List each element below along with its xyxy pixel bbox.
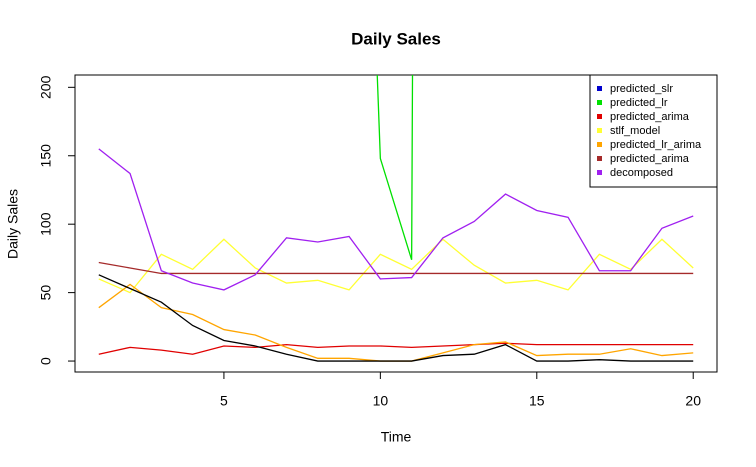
y-tick-label: 150 [38,144,54,168]
legend-box [589,74,718,188]
series-line [98,148,694,291]
legend-label: predicted_slr [610,83,673,95]
legend-swatch [597,100,602,105]
x-tick-label: 5 [220,393,228,409]
chart-title: Daily Sales [351,29,441,48]
series-line [98,238,694,294]
legend-swatch [597,114,602,119]
legend-swatch [597,86,602,91]
series-line [98,274,694,362]
legend-swatch [597,128,602,133]
series-line [376,75,414,260]
y-axis-label: Daily Sales [5,189,21,259]
series-line [98,342,694,355]
legend-label: decomposed [610,167,673,179]
legend-swatch [597,142,602,147]
legend-swatch [597,170,602,175]
legend-label: predicted_arima [610,111,690,123]
y-tick-label: 200 [38,75,54,99]
legend-label: predicted_lr_arima [610,139,702,151]
y-tick-label: 100 [38,212,54,236]
legend-label: predicted_lr [610,97,668,109]
x-tick-label: 20 [685,393,701,409]
x-axis-label: Time [381,429,412,445]
legend-swatch [597,156,602,161]
series-line [98,261,694,275]
legend-label: predicted_arima [610,153,690,165]
x-tick-label: 10 [373,393,389,409]
y-tick-label: 50 [38,285,54,301]
y-tick-label: 0 [38,357,54,365]
plot-frame [74,74,718,373]
plot-area [98,75,694,362]
legend-label: stlf_model [610,125,660,137]
x-tick-label: 15 [529,393,545,409]
